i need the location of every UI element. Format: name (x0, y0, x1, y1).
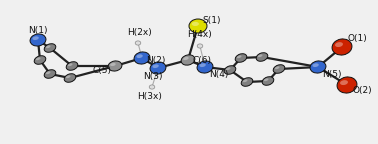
Ellipse shape (241, 78, 253, 86)
Ellipse shape (264, 78, 268, 81)
Ellipse shape (181, 55, 195, 65)
Ellipse shape (66, 75, 70, 78)
Ellipse shape (36, 57, 40, 60)
Ellipse shape (189, 19, 207, 33)
Text: N(2): N(2) (146, 56, 166, 66)
Ellipse shape (235, 54, 247, 62)
Ellipse shape (237, 55, 242, 58)
Ellipse shape (335, 42, 343, 47)
Ellipse shape (64, 74, 76, 82)
Ellipse shape (44, 44, 56, 52)
Ellipse shape (149, 85, 155, 89)
Ellipse shape (135, 41, 141, 45)
Ellipse shape (66, 62, 78, 70)
Ellipse shape (262, 77, 274, 85)
Text: H(2x): H(2x) (128, 29, 152, 37)
Ellipse shape (197, 44, 203, 48)
Ellipse shape (275, 66, 279, 69)
Ellipse shape (200, 63, 206, 67)
Ellipse shape (224, 66, 236, 74)
Ellipse shape (134, 52, 150, 64)
Text: C(6): C(6) (192, 55, 212, 65)
Ellipse shape (110, 63, 116, 66)
Ellipse shape (34, 56, 46, 64)
Text: S(1): S(1) (203, 16, 221, 24)
Ellipse shape (340, 80, 348, 85)
Ellipse shape (197, 61, 213, 73)
Ellipse shape (310, 61, 326, 73)
Ellipse shape (243, 79, 248, 82)
Ellipse shape (68, 63, 73, 66)
Ellipse shape (273, 65, 285, 73)
Ellipse shape (192, 22, 199, 26)
Text: N(5): N(5) (322, 70, 342, 78)
Ellipse shape (332, 39, 352, 55)
Ellipse shape (44, 70, 56, 78)
Ellipse shape (183, 57, 189, 60)
Ellipse shape (136, 54, 143, 58)
Text: H(3x): H(3x) (138, 91, 163, 101)
Ellipse shape (152, 64, 159, 68)
Ellipse shape (30, 34, 46, 46)
Ellipse shape (150, 62, 166, 74)
Ellipse shape (313, 63, 319, 67)
Text: O(2): O(2) (352, 86, 372, 94)
Text: N(3): N(3) (143, 72, 163, 82)
Ellipse shape (258, 54, 262, 57)
Text: O(1): O(1) (347, 35, 367, 43)
Ellipse shape (108, 61, 122, 71)
Text: H(4x): H(4x) (187, 31, 212, 39)
Text: N(4): N(4) (209, 71, 229, 79)
Ellipse shape (337, 77, 357, 93)
Text: N(1): N(1) (28, 25, 48, 35)
Text: C(5): C(5) (93, 66, 112, 74)
Ellipse shape (46, 45, 51, 48)
Ellipse shape (256, 53, 268, 61)
Ellipse shape (46, 71, 51, 74)
Ellipse shape (226, 67, 231, 70)
Ellipse shape (33, 36, 39, 40)
